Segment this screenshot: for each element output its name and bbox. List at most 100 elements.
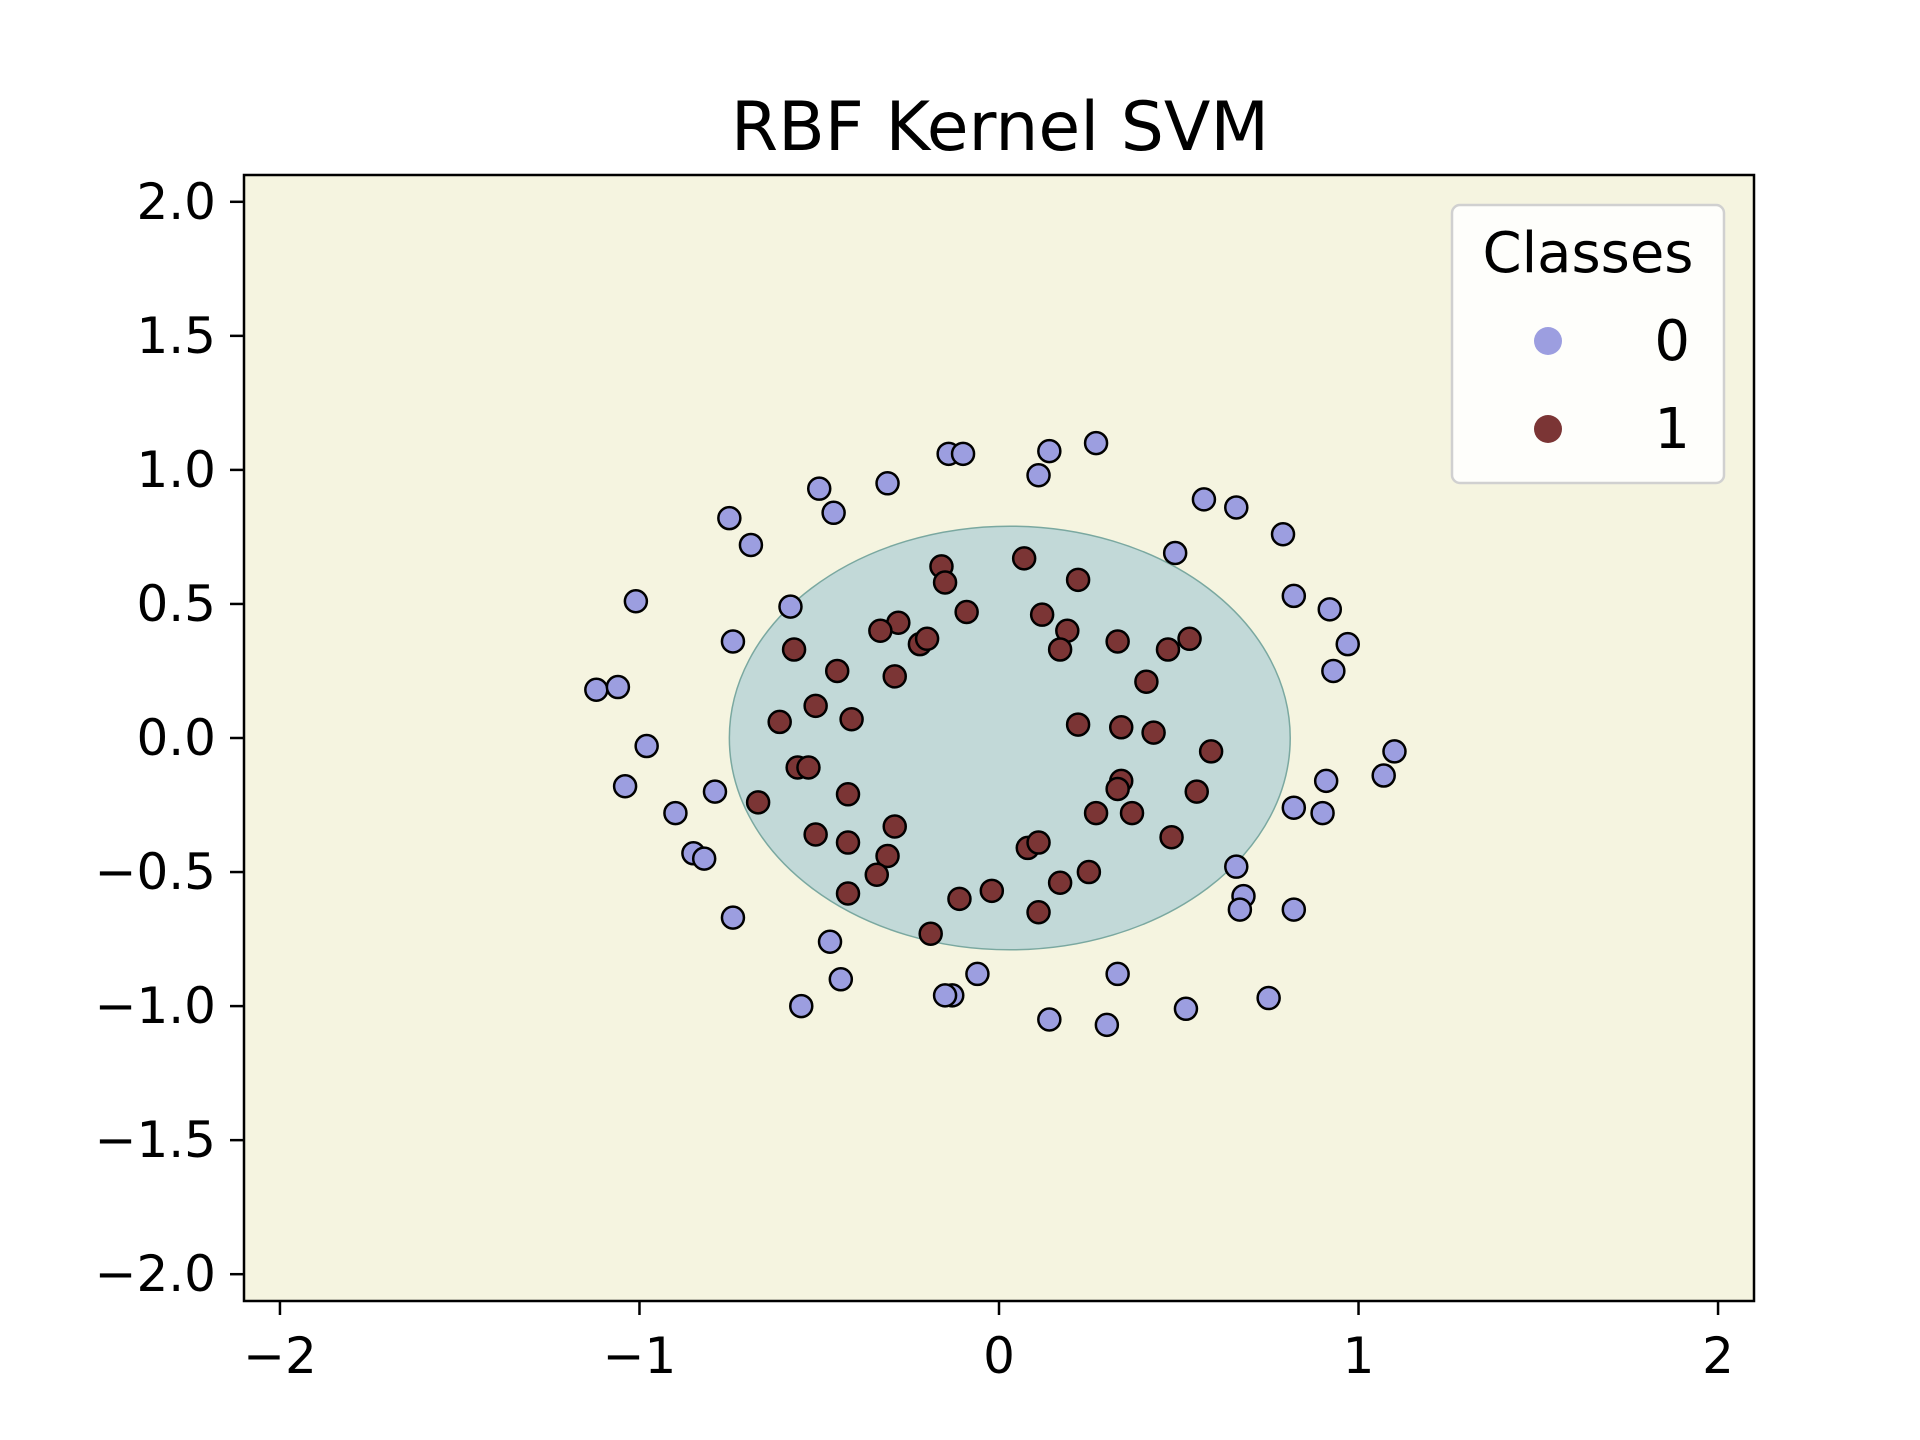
data-point-class-1: [824, 658, 850, 684]
data-point-class-1: [835, 881, 861, 906]
data-point-class-1: [839, 706, 864, 732]
data-point-class-0: [1256, 985, 1281, 1011]
x-tick-label: 2: [1702, 1327, 1734, 1385]
data-point-class-1: [1029, 602, 1055, 627]
data-point-class-0: [1094, 1012, 1120, 1038]
decision-region-class-1: [728, 525, 1291, 951]
data-point-class-1: [796, 755, 821, 780]
chart-title: RBF Kernel SVM: [731, 88, 1269, 167]
y-tick-label: 1.0: [136, 441, 216, 499]
data-point-class-1: [947, 886, 972, 912]
data-point-class-0: [612, 774, 638, 799]
data-point-class-0: [1173, 996, 1199, 1022]
data-point-class-0: [1037, 438, 1062, 464]
data-point-class-1: [745, 790, 771, 815]
data-point-class-0: [584, 677, 609, 702]
data-point-class-0: [1321, 658, 1346, 684]
data-point-class-1: [1105, 776, 1130, 802]
data-point-class-1: [1177, 626, 1202, 652]
data-point-class-0: [634, 733, 659, 759]
legend: Classes 0 1: [1450, 203, 1726, 485]
data-point-class-1: [1105, 629, 1130, 654]
data-point-class-1: [1159, 824, 1184, 850]
data-point-class-0: [875, 471, 900, 496]
data-point-class-1: [1011, 546, 1037, 571]
legend-marker-class-0: [1534, 327, 1562, 355]
data-point-class-0: [738, 532, 764, 558]
data-point-class-1: [1026, 830, 1051, 855]
data-point-class-1: [1198, 739, 1224, 764]
data-point-class-0: [1162, 540, 1188, 566]
data-point-class-1: [932, 570, 958, 595]
data-point-class-0: [821, 500, 846, 526]
data-point-class-0: [1105, 961, 1130, 987]
data-point-class-1: [1083, 800, 1109, 826]
y-tick-label: 1.5: [136, 307, 216, 365]
data-point-class-1: [882, 814, 907, 839]
legend-title: Classes: [1483, 221, 1694, 286]
data-point-class-1: [1047, 637, 1073, 662]
y-tick-label: −2.0: [95, 1245, 216, 1303]
data-point-class-1: [1134, 669, 1159, 694]
data-point-class-1: [918, 921, 943, 946]
data-point-class-1: [1155, 637, 1181, 662]
data-point-class-0: [717, 505, 742, 531]
data-point-class-0: [623, 589, 649, 614]
y-tick-label: −1.0: [95, 977, 216, 1035]
data-point-class-1: [1047, 870, 1073, 896]
data-point-class-0: [1270, 521, 1296, 547]
y-tick-label: 2.0: [136, 173, 216, 231]
data-point-class-0: [778, 594, 803, 619]
y-axis: 2.0 1.5 1.0 0.5 0.0 −0.5 −1.0 −1.5 −2.0: [95, 173, 244, 1303]
data-point-class-1: [835, 782, 861, 807]
data-point-class-1: [1065, 712, 1091, 737]
data-point-class-0: [605, 674, 631, 700]
data-point-class-1: [864, 862, 890, 887]
data-point-class-1: [914, 626, 940, 652]
y-tick-label: −1.5: [95, 1111, 216, 1169]
data-point-class-0: [1281, 897, 1307, 922]
data-point-class-0: [1313, 768, 1339, 794]
data-point-class-0: [1191, 487, 1217, 512]
data-point-class-0: [828, 967, 854, 992]
data-point-class-0: [789, 993, 814, 1019]
data-point-class-0: [1224, 495, 1249, 520]
data-point-class-0: [1224, 854, 1249, 879]
legend-label-class-1: 1: [1654, 397, 1690, 462]
legend-marker-class-1: [1534, 415, 1562, 443]
data-point-class-1: [1184, 779, 1209, 804]
data-point-class-1: [803, 693, 828, 719]
data-point-class-1: [882, 664, 907, 689]
data-point-class-1: [1108, 715, 1134, 740]
data-point-class-0: [817, 929, 843, 955]
data-point-class-1: [1119, 800, 1145, 826]
data-point-class-0: [1281, 583, 1307, 609]
data-point-class-1: [1026, 900, 1051, 925]
legend-box: [1450, 203, 1726, 485]
data-point-class-0: [1317, 597, 1343, 622]
data-points: [584, 430, 1407, 1038]
x-tick-label: 0: [983, 1327, 1015, 1385]
data-point-class-1: [868, 618, 893, 644]
legend-label-class-0: 0: [1654, 309, 1690, 374]
data-point-class-1: [875, 843, 900, 869]
x-tick-label: −1: [603, 1327, 677, 1385]
data-point-class-0: [1371, 763, 1396, 788]
data-point-class-0: [950, 441, 976, 467]
data-point-class-0: [965, 961, 990, 987]
data-point-class-0: [1281, 795, 1307, 820]
data-point-class-0: [1335, 631, 1360, 657]
data-point-class-1: [954, 599, 979, 625]
x-tick-label: −2: [243, 1327, 317, 1385]
data-point-class-0: [1227, 897, 1253, 922]
y-tick-label: −0.5: [95, 843, 216, 901]
x-axis: −2 −1 0 1 2: [243, 1301, 1734, 1385]
data-point-class-0: [1382, 739, 1407, 764]
data-point-class-1: [767, 709, 792, 735]
data-point-class-1: [781, 637, 807, 662]
y-tick-label: 0.0: [136, 709, 216, 767]
data-point-class-0: [1026, 463, 1051, 488]
data-point-class-0: [1037, 1007, 1062, 1032]
data-point-class-1: [803, 822, 828, 847]
